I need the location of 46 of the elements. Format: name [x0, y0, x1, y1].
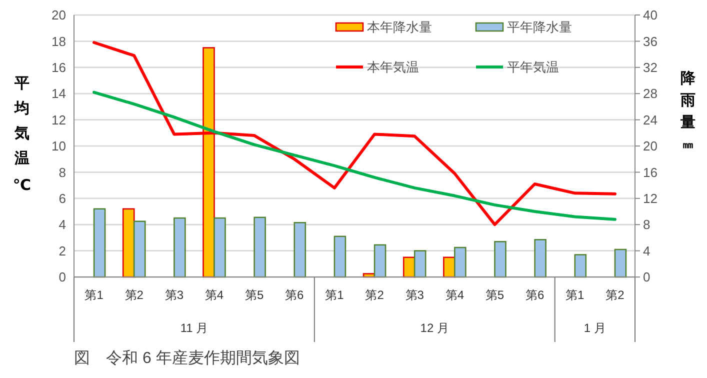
x-tick-label: 第2	[365, 288, 384, 302]
y2-tick-label: 24	[643, 112, 658, 128]
y2-tick-label: 8	[643, 217, 650, 232]
y-tick-label: 10	[52, 138, 66, 154]
text: 1 月	[584, 321, 606, 335]
y2-tick-label: 20	[643, 138, 658, 154]
y-tick-label: 18	[52, 34, 66, 49]
y2-tick-label: 12	[643, 190, 658, 206]
y-tick-label: 2	[58, 243, 66, 258]
y2-tick-label: 28	[643, 86, 658, 102]
y-tick-label: 14	[52, 86, 66, 102]
x-tick-label: 第1	[325, 288, 344, 302]
y2-tick-label: 32	[643, 60, 658, 75]
y2-tick-label: 36	[643, 34, 658, 49]
y-axis-title: 平均気温℃	[12, 75, 32, 194]
x-tick-label: 第6	[525, 288, 544, 302]
y2-tick-label: 40	[643, 8, 658, 23]
text: 図 令和 6 年産麦作期間気象図	[74, 349, 300, 367]
text: 11 月	[180, 321, 208, 335]
x-tick-label: 第4	[204, 288, 224, 302]
y-tick-label: 16	[52, 60, 66, 75]
y2-tick-label: 16	[643, 164, 658, 180]
x-tick-label: 第3	[405, 288, 424, 302]
legend-label: 本年降水量	[367, 20, 432, 35]
y-tick-label: 6	[58, 190, 66, 206]
x-tick-label: 第5	[244, 288, 264, 302]
legend-label: 本年気温	[367, 60, 419, 75]
x-tick-label: 第2	[606, 288, 625, 302]
y-tick-label: 4	[58, 217, 66, 232]
legend-label: 平年降水量	[507, 20, 572, 35]
y2-tick-label: 0	[643, 270, 650, 285]
text: 12 月	[420, 321, 449, 335]
y2-tick-label: 4	[643, 243, 650, 258]
legend-label: 平年気温	[507, 60, 559, 75]
y-tick-label: 12	[52, 112, 66, 128]
x-tick-label: 第5	[485, 288, 504, 302]
y-tick-label: 8	[58, 164, 66, 180]
x-tick-label: 第6	[285, 288, 304, 302]
x-tick-label: 第4	[445, 288, 464, 302]
x-tick-label: 第2	[124, 288, 144, 302]
x-tick-label: 第1	[84, 288, 104, 302]
y-tick-label: 20	[52, 8, 66, 23]
x-tick-label: 第3	[164, 288, 184, 302]
x-tick-label: 第1	[566, 288, 585, 302]
y-tick-label: 0	[58, 270, 66, 285]
y2-axis-title: 降雨量㎜	[680, 70, 696, 151]
